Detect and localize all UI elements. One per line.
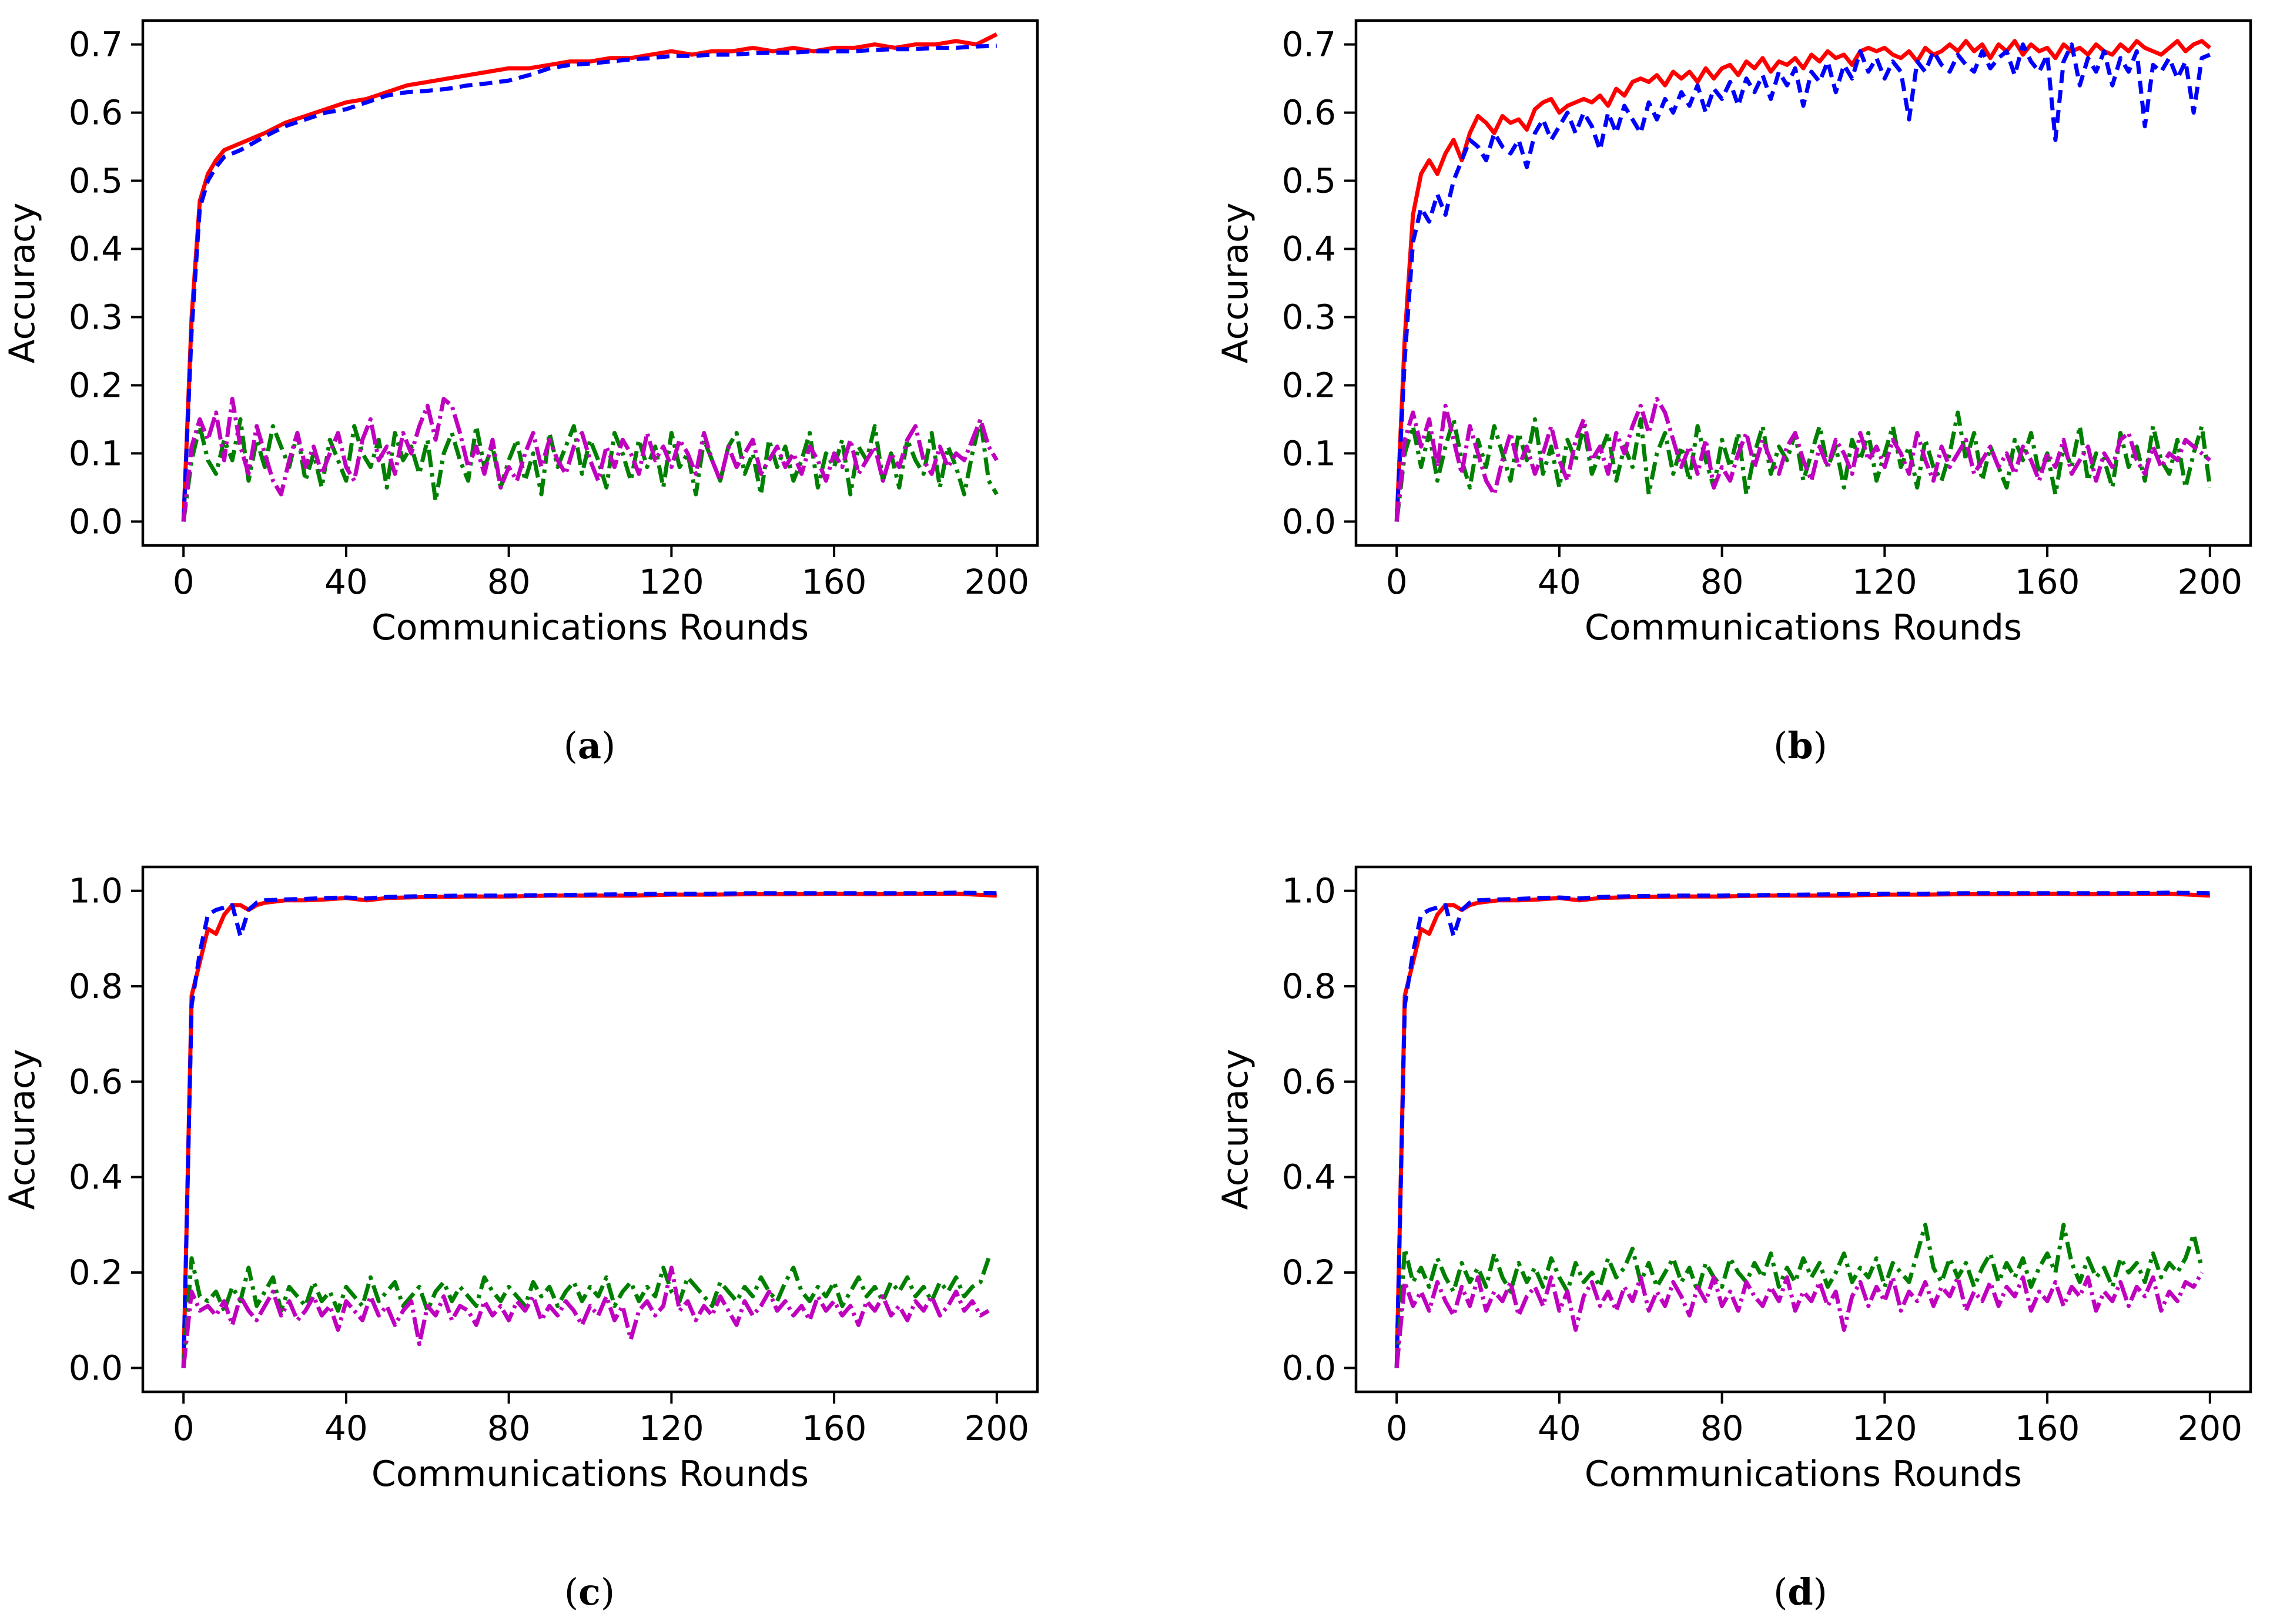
x-tick-label: 80: [1700, 562, 1744, 602]
y-tick-label: 0.8: [1282, 966, 1336, 1006]
series-group-c: [181, 890, 997, 1368]
x-tick-label: 40: [1538, 1408, 1581, 1448]
x-tick-label: 200: [964, 1408, 1029, 1448]
x-tick-label: 200: [964, 562, 1029, 602]
x-tick-label: 160: [2015, 562, 2080, 602]
series-group-d: [1394, 890, 2210, 1368]
caption-a: (a): [564, 724, 616, 767]
x-tick-label: 120: [1852, 562, 1917, 602]
x-tick-label: 200: [2177, 562, 2242, 602]
x-tick-label: 120: [639, 562, 704, 602]
x-tick-label: 200: [2177, 1408, 2242, 1448]
series-line-dashdot-green: [181, 417, 999, 522]
axes-frame: [141, 19, 1039, 547]
caption-b: (b): [1773, 724, 1827, 767]
series-line-dashdot-green: [181, 1256, 991, 1368]
x-tick-label: 160: [802, 1408, 867, 1448]
series-line-dashdot-magenta: [181, 1265, 990, 1368]
x-tick-label: 0: [1386, 1408, 1408, 1448]
axes-frame: [141, 865, 1039, 1394]
y-tick-label: 0.6: [69, 93, 123, 133]
axes-frame: [1354, 865, 2252, 1394]
x-tick-label: 40: [1538, 562, 1581, 602]
x-axis-label: Communications Rounds: [1585, 1454, 2022, 1495]
y-tick-label: 0.7: [1282, 25, 1336, 65]
x-tick-label: 160: [802, 562, 867, 602]
y-tick-label: 0.3: [69, 297, 123, 337]
y-tick-label: 0.0: [1282, 501, 1336, 541]
y-tick-label: 0.8: [69, 966, 123, 1006]
series-line-dashdot-green: [1394, 410, 2212, 522]
series-group-b: [1394, 39, 2212, 522]
y-tick-label: 1.0: [69, 871, 123, 911]
y-tick-label: 0.2: [1282, 365, 1336, 405]
caption-a-letter: a: [578, 724, 601, 767]
y-tick-label: 0.6: [1282, 1062, 1336, 1101]
y-tick-label: 0.4: [1282, 229, 1336, 269]
x-axis-label: Communications Rounds: [371, 607, 809, 648]
x-tick-label: 0: [1386, 562, 1408, 602]
y-tick-label: 0.1: [69, 433, 123, 473]
series-line-dashdot-magenta: [1394, 397, 2212, 522]
x-tick-label: 80: [487, 1408, 531, 1448]
y-tick-label: 0.0: [69, 1348, 123, 1388]
y-tick-label: 1.0: [1282, 871, 1336, 911]
series-line-dashed-blue: [181, 890, 997, 1368]
y-axis-label: Accuracy: [1215, 203, 1256, 364]
y-tick-label: 0.0: [1282, 1348, 1336, 1388]
y-axis-label: Accuracy: [2, 1049, 43, 1210]
y-tick-label: 0.1: [1282, 433, 1336, 473]
series-line-dashed-blue: [1394, 42, 2211, 522]
y-tick-label: 0.6: [69, 1062, 123, 1101]
axes-frame: [1354, 19, 2252, 547]
x-tick-label: 120: [639, 1408, 704, 1448]
x-tick-label: 160: [2015, 1408, 2080, 1448]
x-tick-label: 40: [324, 562, 368, 602]
series-line-dashdot-magenta: [1394, 1271, 2204, 1368]
subplot-d: 0 40 80 120 160 200 0.0 0.2 0.4 0.6 0.8 1.0 Communic…: [1215, 865, 2252, 1495]
series-group-a: [181, 32, 999, 522]
subplot-c: 0 40 80 120 160 200 0.0 0.2 0.4 0.6 0.8 1.0 Communic…: [2, 865, 1039, 1495]
x-tick-label: 0: [173, 562, 195, 602]
x-axis-label: Communications Rounds: [1585, 607, 2022, 648]
x-axis-label: Communications Rounds: [371, 1454, 809, 1495]
x-tick-label: 80: [1700, 1408, 1744, 1448]
x-tick-label: 80: [487, 562, 531, 602]
caption-c-letter: c: [578, 1571, 601, 1613]
y-tick-label: 0.7: [69, 25, 123, 65]
y-tick-label: 0.2: [69, 365, 123, 405]
y-tick-label: 0.4: [69, 229, 123, 269]
y-tick-label: 0.4: [69, 1157, 123, 1197]
y-tick-label: 0.4: [1282, 1157, 1336, 1197]
y-tick-label: 0.6: [1282, 93, 1336, 133]
series-line-dashed-blue: [181, 43, 997, 522]
subplot-a: 0 40 80 120 160 200 0.0 0.1 0.2 0.3 0.4 0.5 0.6 0.7 Co…: [2, 19, 1039, 648]
y-axis-label: Accuracy: [2, 203, 43, 364]
y-tick-label: 0.5: [1282, 161, 1336, 201]
caption-b-letter: b: [1787, 724, 1813, 767]
caption-d-letter: d: [1787, 1571, 1813, 1613]
series-line-dashed-blue: [1394, 890, 2210, 1368]
subplot-b: 0 40 80 120 160 200 0.0 0.1 0.2 0.3 0.4 0.5 0.6 0.7 Co…: [1215, 19, 2252, 648]
series-line-solid-red: [181, 32, 998, 522]
caption-c: (c): [564, 1571, 615, 1613]
y-tick-label: 0.2: [69, 1253, 123, 1292]
y-axis-label: Accuracy: [1215, 1049, 1256, 1210]
y-tick-label: 0.2: [1282, 1253, 1336, 1292]
caption-d: (d): [1773, 1571, 1827, 1613]
x-tick-label: 40: [324, 1408, 368, 1448]
y-tick-label: 0.3: [1282, 297, 1336, 337]
series-line-dashdot-green: [1394, 1223, 2204, 1368]
y-tick-label: 0.5: [69, 161, 123, 201]
x-tick-label: 0: [173, 1408, 195, 1448]
x-tick-label: 120: [1852, 1408, 1917, 1448]
y-tick-label: 0.0: [69, 501, 123, 541]
